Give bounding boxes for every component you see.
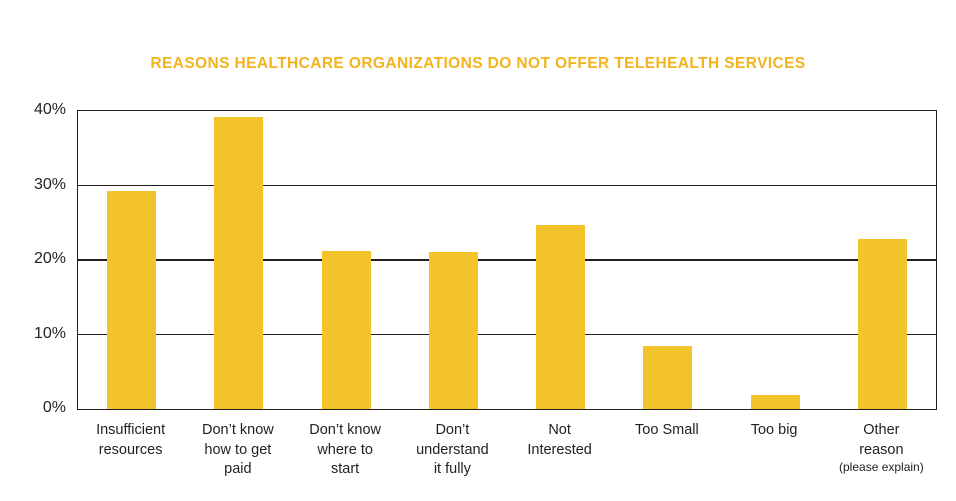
gridline-20: [78, 259, 936, 261]
x-axis-category-label-5: Not Interested: [506, 421, 613, 480]
plot-area: [77, 110, 937, 410]
y-axis-tick-label-0: 0%: [42, 399, 66, 416]
bar-7: [750, 394, 800, 409]
x-axis-category-label-line: Other: [863, 422, 900, 438]
x-axis-category-label-8: Other reason (please explain): [828, 421, 935, 480]
y-axis-tick-label-30: 30%: [33, 175, 66, 193]
x-axis-category-label-line: Don’t know: [202, 422, 274, 438]
y-axis-tick-label-10: 10%: [33, 324, 66, 342]
x-axis-category-label-line: Don’t: [435, 422, 470, 438]
x-axis-category-label-line: Too Small: [635, 422, 699, 438]
x-axis-category-label-4: Don’t understand it fully: [399, 421, 506, 480]
x-axis-category-label-line: resources: [98, 441, 163, 458]
x-axis-category-label-7: Too big: [721, 421, 828, 480]
x-axis-category-label-2: Don’t know how to get paid: [184, 421, 291, 480]
y-axis-tick-label-20: 20%: [33, 250, 66, 267]
bar-1: [107, 190, 157, 409]
gridline-10: [78, 333, 936, 336]
y-axis-tick-label-40: 40%: [33, 101, 66, 118]
x-axis-category-label-3: Don’t know where to start: [292, 421, 399, 480]
bar-3: [321, 251, 371, 409]
x-axis-category-label-line: Don’t know: [309, 422, 381, 438]
bar-4: [428, 251, 478, 409]
x-axis-category-label-line: Insufficient: [96, 422, 166, 438]
x-axis-category-label-line: Interested: [527, 441, 592, 458]
x-axis-category-label-line: how to get: [204, 441, 272, 458]
bar-6: [643, 345, 693, 409]
x-axis-category-label-line: Too big: [750, 422, 798, 438]
x-axis-category-label-line: Not: [548, 422, 571, 438]
x-axis-category-label-line: understand: [416, 441, 489, 458]
x-axis-category-label-6: Too Small: [613, 421, 720, 480]
bar-8: [857, 239, 907, 409]
x-axis-category-label-line: where to: [317, 441, 373, 458]
x-axis-category-label-line: start: [331, 461, 360, 477]
bar-2: [214, 116, 264, 409]
x-axis-category-label-line: paid: [224, 461, 252, 477]
x-axis-category-note: (please explain): [839, 460, 924, 474]
x-axis: Insufficient resources Don’t know how to ge…: [77, 421, 935, 480]
x-axis-category-label-1: Insufficient resources: [77, 421, 184, 480]
gridline-30: [78, 184, 936, 187]
x-axis-category-label-line: it fully: [433, 461, 471, 477]
chart-title: REASONS HEALTHCARE ORGANIZATIONS DO NOT …: [150, 55, 806, 72]
x-axis-category-label-line: reason: [859, 441, 904, 458]
bar-5: [536, 225, 586, 409]
